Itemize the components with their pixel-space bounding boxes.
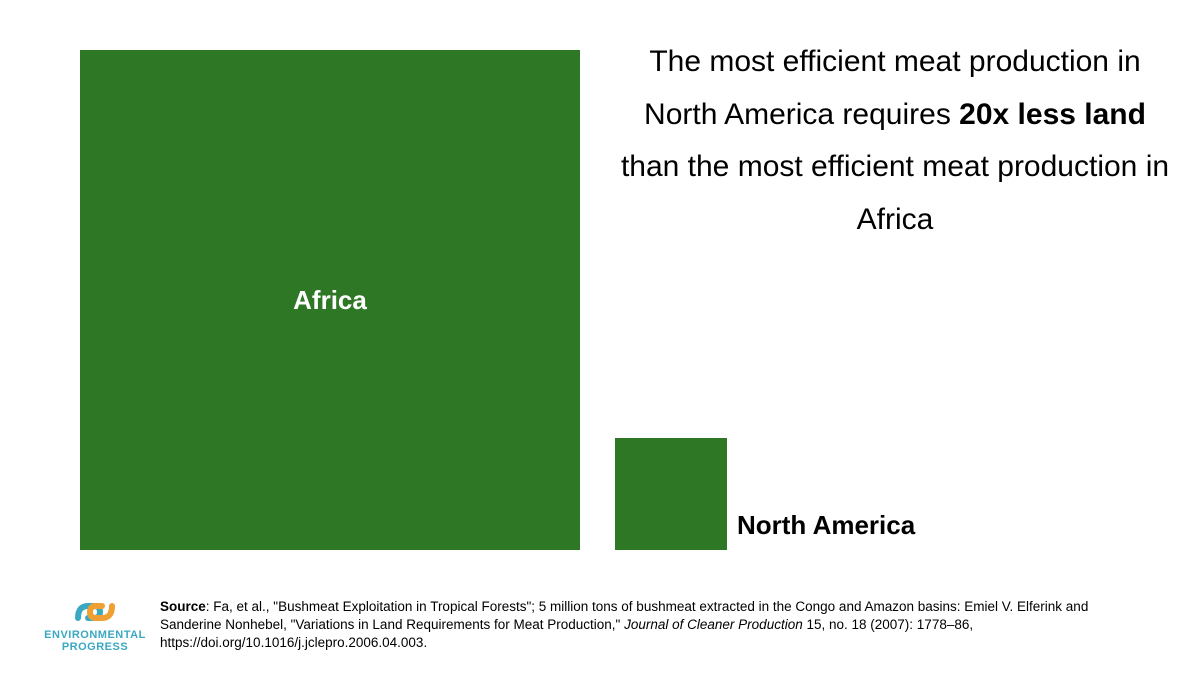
square-north-america-label: North America — [737, 510, 915, 541]
footer: ENVIRONMENTAL PROGRESS Source: Fa, et al… — [0, 575, 1200, 675]
headline-post: than the most efficient meat production … — [621, 150, 1169, 236]
headline-bold: 20x less land — [959, 98, 1146, 131]
square-africa-label: Africa — [293, 285, 367, 316]
square-north-america — [615, 438, 727, 550]
source-text-ital: Journal of Cleaner Production — [624, 617, 803, 632]
headline-text: The most efficient meat production in No… — [615, 36, 1175, 246]
brand-logo: ENVIRONMENTAL PROGRESS — [0, 596, 160, 653]
logo-line2: PROGRESS — [44, 642, 146, 654]
source-citation: Source: Fa, et al., "Bushmeat Exploitati… — [160, 598, 1200, 653]
source-label: Source — [160, 599, 206, 614]
logo-mark-icon — [74, 596, 116, 628]
square-africa: Africa — [80, 50, 580, 550]
logo-text: ENVIRONMENTAL PROGRESS — [44, 630, 146, 653]
